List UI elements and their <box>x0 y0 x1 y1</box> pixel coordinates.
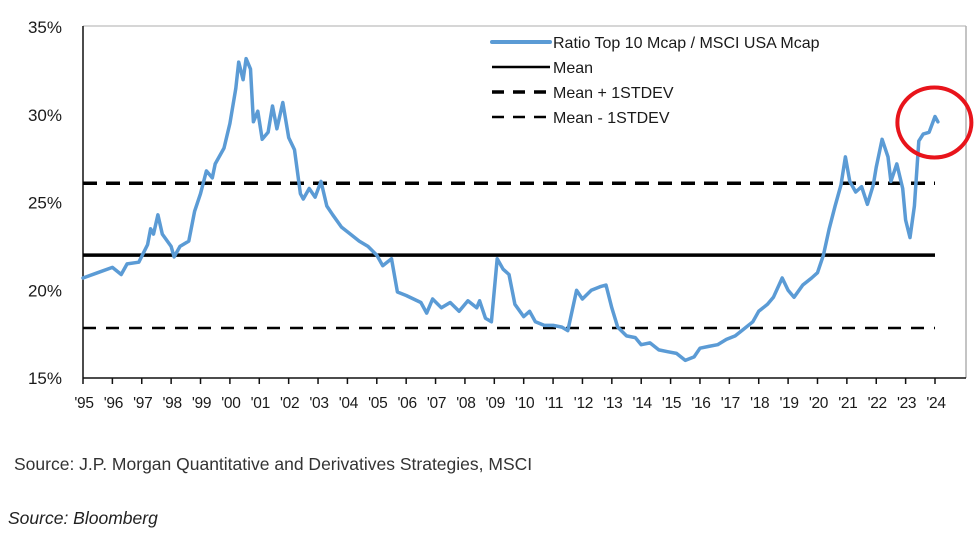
legend-label: Mean + 1STDEV <box>553 85 674 102</box>
line-chart: 15% 20% 25% 30% 35% '95 '96 '97 '98 '99 '00 '01 '02… <box>28 18 974 412</box>
x-tick-label: '10 <box>515 395 535 412</box>
x-tick-label: '15 <box>662 395 681 412</box>
x-tick-label: '11 <box>545 395 563 412</box>
x-tick-label: '01 <box>251 395 270 412</box>
x-tick-label: '12 <box>574 395 593 412</box>
y-tick-label: 20% <box>28 281 62 300</box>
x-tick-label: '00 <box>221 395 241 412</box>
source-note-bloomberg: Source: Bloomberg <box>8 508 158 528</box>
x-tick-label: '06 <box>398 395 417 412</box>
x-tick-label: '18 <box>750 395 769 412</box>
x-tick-label: '02 <box>280 395 299 412</box>
x-tick-label: '08 <box>456 395 475 412</box>
x-tick-label: '23 <box>897 395 916 412</box>
x-tick-label: '05 <box>368 395 387 412</box>
x-tick-label: '19 <box>779 395 798 412</box>
x-tick-label: '13 <box>603 395 622 412</box>
ratio-series-line <box>81 56 940 363</box>
y-axis-ticks: 15% 20% 25% 30% 35% <box>28 18 62 388</box>
x-tick-label: '16 <box>691 395 710 412</box>
x-tick-label: '20 <box>809 395 829 412</box>
source-note-jpmorgan: Source: J.P. Morgan Quantitative and Der… <box>14 454 533 474</box>
x-tick-label: '22 <box>868 395 887 412</box>
x-tick-label: '98 <box>162 395 181 412</box>
x-axis-ticks: '95 '96 '97 '98 '99 '00 '01 '02 '03 '04 '05 '06 '07 '… <box>74 378 947 412</box>
legend-item-ratio: Ratio Top 10 Mcap / MSCI USA Mcap <box>490 35 820 52</box>
chart-legend: Ratio Top 10 Mcap / MSCI USA Mcap Mean Mea… <box>490 35 820 127</box>
x-tick-label: '03 <box>309 395 328 412</box>
x-tick-label: '07 <box>427 395 446 412</box>
x-tick-label: '21 <box>838 395 857 412</box>
legend-item-mean-minus-1stdev: Mean - 1STDEV <box>492 110 670 127</box>
legend-item-mean: Mean <box>492 60 593 77</box>
legend-label: Ratio Top 10 Mcap / MSCI USA Mcap <box>553 35 820 52</box>
reference-lines <box>83 181 935 330</box>
x-tick-label: '04 <box>339 395 359 412</box>
highlight-circle-annotation <box>895 85 974 160</box>
y-tick-label: 15% <box>28 369 62 388</box>
x-tick-label: '09 <box>486 395 505 412</box>
x-tick-label: '96 <box>104 395 123 412</box>
series-layer <box>81 56 940 363</box>
plot-frame <box>82 25 967 379</box>
y-tick-label: 35% <box>28 18 62 37</box>
legend-label: Mean - 1STDEV <box>553 110 670 127</box>
x-tick-label: '95 <box>74 395 93 412</box>
x-tick-label: '17 <box>721 395 740 412</box>
x-tick-label: '24 <box>926 395 946 412</box>
legend-label: Mean <box>553 60 593 77</box>
legend-item-mean-plus-1stdev: Mean + 1STDEV <box>492 85 674 102</box>
y-tick-label: 25% <box>28 194 62 213</box>
annotation-layer <box>895 85 974 160</box>
y-tick-label: 30% <box>28 106 62 125</box>
x-tick-label: '99 <box>192 395 211 412</box>
x-tick-label: '14 <box>633 395 653 412</box>
x-tick-label: '97 <box>133 395 152 412</box>
